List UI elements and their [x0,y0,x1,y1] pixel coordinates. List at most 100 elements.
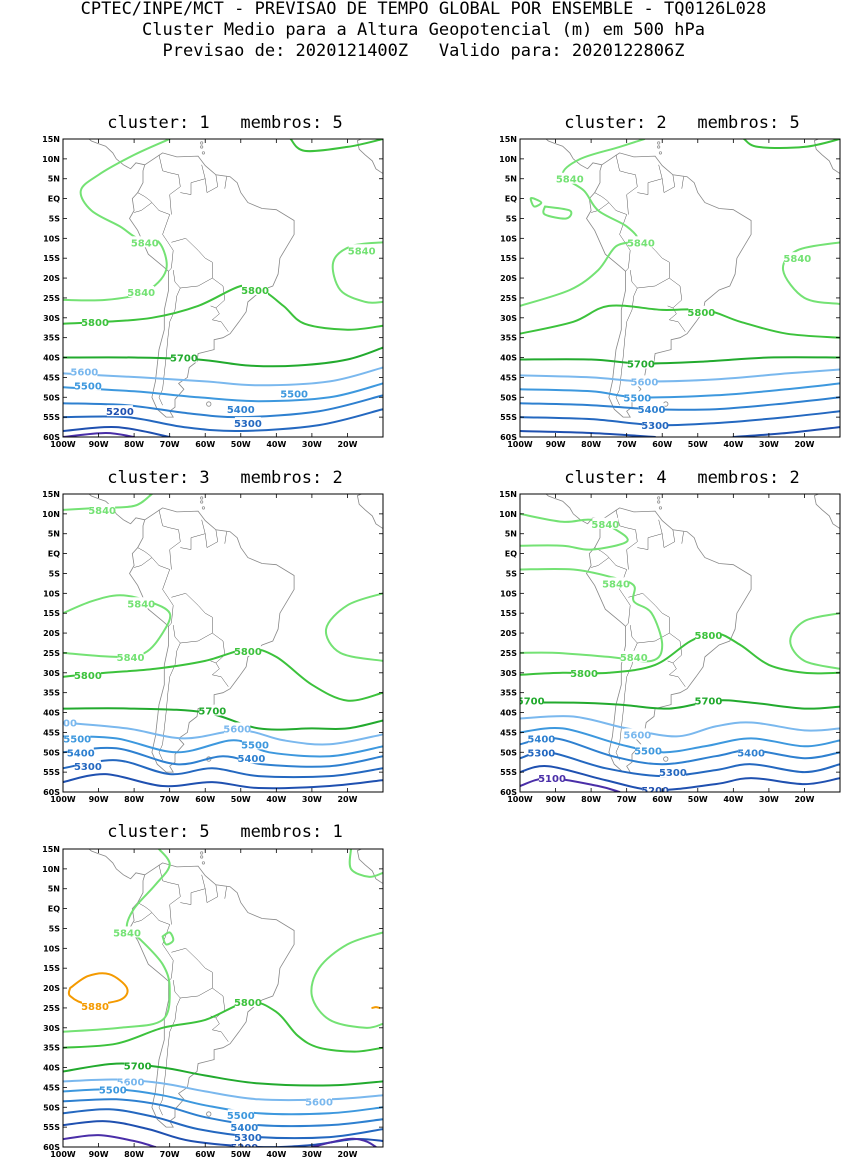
country-border [171,948,213,999]
lat-tick-label: 15N [42,135,60,144]
contour-label: 5700 [170,354,198,365]
contour-label-bg [234,644,261,656]
contour-label: 5500 [74,381,102,392]
contour-label-bg [603,577,629,589]
contour-line [520,368,840,383]
contour-label: 5800 [74,671,102,682]
island [201,861,205,865]
contour-label-bg [528,746,555,758]
island [657,500,661,504]
lat-tick-label: 60S [43,788,60,797]
contour-line [324,592,383,662]
country-border [134,557,174,627]
contour-label-bg [64,732,91,744]
contour-label-bg [82,999,108,1011]
contour-label: 5800 [695,631,723,642]
contour-label: 5600 [117,1077,145,1088]
lon-tick-label: 80W [124,1150,144,1159]
lon-tick-label: 90W [89,440,109,449]
lat-tick-label: 15S [500,609,517,618]
contour-label-bg [106,405,133,417]
contour-label-bg [688,305,715,317]
contour-label-bg [63,716,76,728]
lon-tick-label: 20W [794,440,814,449]
panel-title: cluster: 2 membros: 5 [564,113,800,133]
lat-tick-label: 50S [500,748,517,757]
lon-tick-label: 90W [89,1150,109,1159]
contour-label-bg [784,252,811,264]
lon-tick-label: 50W [688,440,708,449]
contour-line [63,1000,383,1053]
lat-tick-label: 10N [499,155,517,164]
lat-tick-label: 30S [500,669,517,678]
contour-label-bg [242,738,268,750]
lat-tick-label: 55S [43,413,60,422]
lat-tick-label: 35S [43,1044,60,1053]
contour-line [542,205,573,220]
lat-tick-label: 30S [500,314,517,323]
contour-label-bg [124,1059,151,1071]
contour-label-bg [242,283,268,295]
coastline-central-america [579,139,581,140]
country-border [661,529,675,548]
lon-tick-label: 50W [231,795,251,804]
contour-label: 5200 [230,1143,258,1154]
lat-tick-label: 15S [43,254,60,263]
country-border [180,874,206,905]
island [200,145,204,149]
lon-tick-label: 70W [617,795,637,804]
contour-label: 5840 [117,653,145,664]
contour-label: 5600 [223,724,251,735]
lat-tick-label: 45S [43,373,60,382]
map-panel-cluster-1: 5840 5840 5840 5800 5800 5700 5600 5500 5500 5400… [27,135,391,455]
contour-line [63,366,383,387]
contour-line [520,765,840,792]
country-border [137,547,153,558]
contour-label: 5500 [241,740,269,751]
contour-line [161,931,175,946]
lon-tick-label: 30W [302,440,322,449]
contour-line [67,972,129,1006]
lon-tick-label: 30W [302,1150,322,1159]
contour-label: 5700 [517,697,545,708]
contour-line [63,707,383,731]
contour-label: 5500 [227,1111,255,1122]
lon-tick-label: 70W [160,1150,180,1159]
panel-title: cluster: 3 membros: 2 [107,468,343,488]
lat-tick-label: 5S [506,569,518,578]
contour-label-bg [99,1083,126,1095]
contour-line [520,139,646,307]
contour-label: 5700 [695,697,723,708]
coastline-central-america [122,849,124,850]
contour-label-bg [224,722,251,734]
lat-tick-label: 10S [43,234,60,243]
lat-tick-label: 30S [43,314,60,323]
coastline-central-america [88,849,145,880]
lat-tick-label: 50S [500,393,517,402]
country-border [669,674,686,687]
contour-line [520,410,840,427]
contour-label-bg [128,285,155,297]
lat-tick-label: 25S [43,1004,60,1013]
country-border [134,202,174,272]
lat-tick-label: 60S [43,433,60,442]
country-border [171,238,213,289]
contour-label-bg [227,1109,254,1121]
country-border [158,509,181,570]
contour-label: 5200 [641,786,669,797]
country-border [661,174,675,193]
country-border [615,287,638,406]
contour-line [63,1108,383,1140]
map-panel-cluster-3: 5840 5840 5840 5800 5800 5700 5600 5600 5500 5500… [27,490,391,810]
contour-label: 5700 [627,359,655,370]
country-border [667,277,683,309]
contour-label: 5500 [634,746,662,757]
contour-label: 5700 [198,707,226,718]
contour-line [63,1134,157,1147]
contour-label: 5840 [131,238,159,249]
contour-label: 5840 [620,653,648,664]
contour-label: 5400 [527,734,555,745]
country-border [224,531,227,544]
contour-label: 5100 [538,774,566,785]
